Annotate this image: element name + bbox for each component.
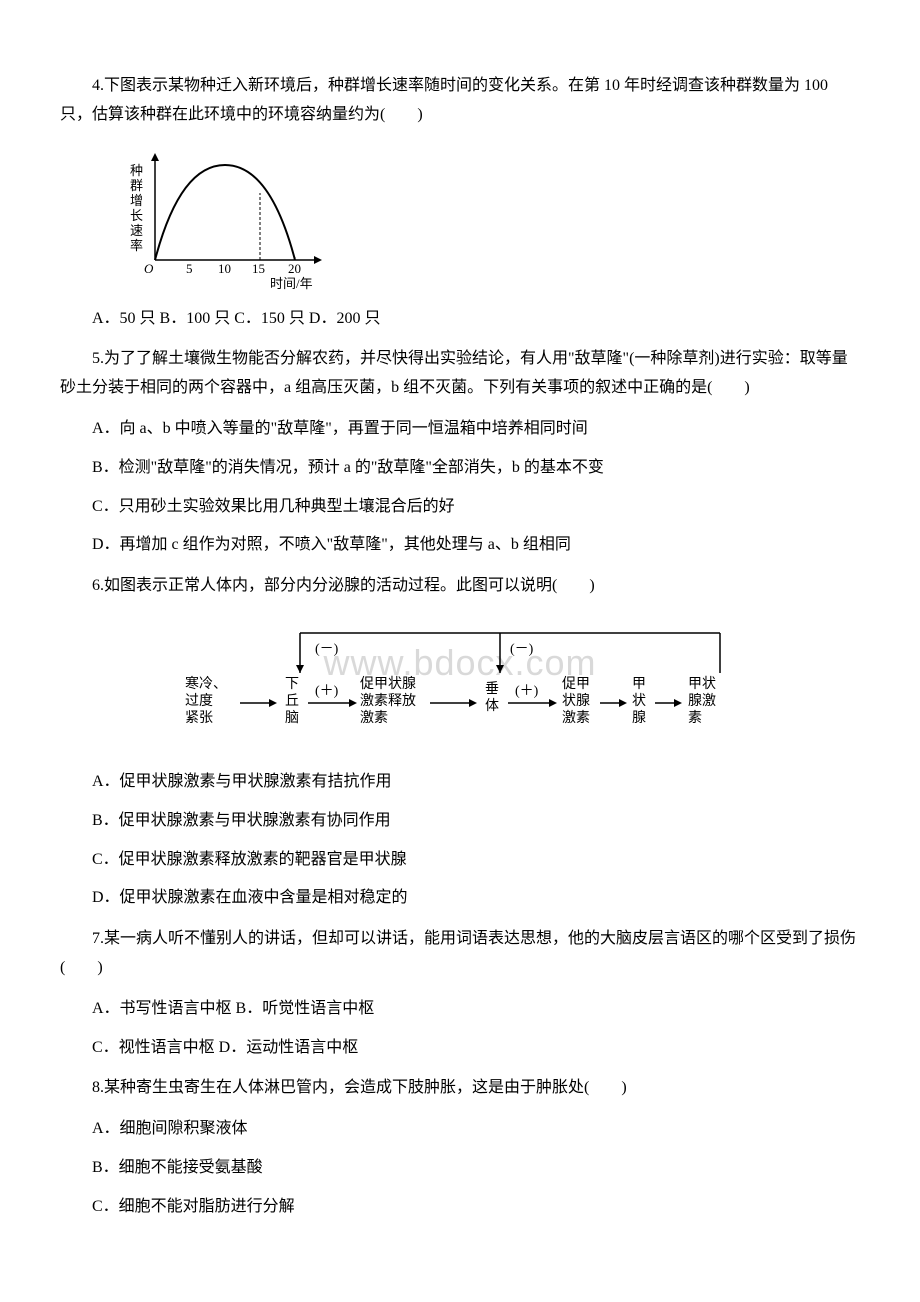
pit-1: 垂	[485, 681, 499, 697]
stim-1: 寒冷、	[185, 675, 227, 692]
y-axis-char3: 增	[130, 193, 143, 208]
x-label: 时间/年	[270, 276, 313, 291]
origin-label: O	[144, 261, 154, 276]
q6-text: 6.如图表示正常人体内，部分内分泌腺的活动过程。此图可以说明( )	[60, 572, 860, 601]
thy-2: 状	[632, 693, 646, 709]
arr-2-head	[349, 699, 357, 707]
q7-cd: C．视性语言中枢 D．运动性语言中枢	[60, 1034, 860, 1063]
tsh-3: 激素	[562, 709, 590, 726]
x-tick-5: 5	[186, 261, 193, 276]
plus-1: (＋)	[315, 684, 339, 699]
q6-d: D．促甲状腺激素在血液中含量是相对稳定的	[60, 884, 860, 913]
plus-2: (＋)	[515, 684, 539, 699]
tsh-1: 促甲	[562, 676, 590, 692]
thy-3: 腺	[632, 710, 646, 726]
arr-4-head	[549, 699, 557, 707]
q5-d: D．再增加 c 组作为对照，不喷入"敌草隆"，其他处理与 a、b 组相同	[60, 531, 860, 560]
hypo-3: 脑	[285, 710, 299, 726]
q5-a: A．向 a、b 中喷入等量的"敌草隆"，再置于同一恒温箱中培养相同时间	[60, 415, 860, 444]
th-3: 素	[688, 710, 702, 726]
th-1: 甲状	[688, 676, 716, 692]
minus-1: (－)	[315, 642, 339, 657]
arr-6-head	[674, 699, 682, 707]
trh-3: 激素	[360, 709, 388, 726]
q8-b: B．细胞不能接受氨基酸	[60, 1154, 860, 1183]
q4-text: 4.下图表示某物种迁入新环境后，种群增长速率随时间的变化关系。在第 10 年时经…	[60, 72, 860, 130]
trh-1: 促甲状腺	[360, 676, 416, 692]
fb-left-arrow	[296, 665, 304, 673]
q6-c: C．促甲状腺激素释放激素的靶器官是甲状腺	[60, 846, 860, 875]
q4-chart: 种 群 增 长 速 率 O 5 10 15 20 时间/年	[120, 145, 340, 295]
thy-1: 甲	[632, 677, 646, 692]
q7-text: 7.某一病人听不懂别人的讲话，但却可以讲话，能用词语表达思想，他的大脑皮层言语区…	[60, 925, 860, 983]
stim-2: 过度	[185, 693, 213, 709]
q5-c: C．只用砂土实验效果比用几种典型土壤混合后的好	[60, 493, 860, 522]
q6-diagram-wrap: www.bdocx.com (－) (－) 寒冷、 过度 紧张 下 丘 脑 (＋…	[160, 613, 760, 753]
q8-c: C．细胞不能对脂肪进行分解	[60, 1193, 860, 1222]
q6-b: B．促甲状腺激素与甲状腺激素有协同作用	[60, 807, 860, 836]
th-2: 腺激	[688, 692, 716, 709]
minus-2: (－)	[510, 642, 534, 657]
x-arrow	[314, 256, 322, 264]
q5-text: 5.为了了解土壤微生物能否分解农药，并尽快得出实验结论，有人用"敌草隆"(一种除…	[60, 345, 860, 403]
hypo-2: 丘	[285, 693, 299, 709]
x-tick-20: 20	[288, 261, 301, 276]
y-axis-char4: 长	[130, 208, 143, 223]
x-tick-15: 15	[252, 261, 265, 276]
y-axis-char1: 种	[130, 163, 143, 178]
q7-ab: A．书写性语言中枢 B．听觉性语言中枢	[60, 995, 860, 1024]
q6-a: A．促甲状腺激素与甲状腺激素有拮抗作用	[60, 768, 860, 797]
fb-mid-arrow	[496, 665, 504, 673]
pit-2: 体	[485, 698, 499, 714]
q5-b: B．检测"敌草隆"的消失情况，预计 a 的"敌草隆"全部消失，b 的基本不变	[60, 454, 860, 483]
y-axis-char6: 率	[130, 238, 143, 253]
arr-3-head	[469, 699, 477, 707]
y-axis-char5: 速	[130, 223, 143, 238]
hypo-1: 下	[285, 677, 299, 692]
x-tick-10: 10	[218, 261, 231, 276]
tsh-2: 状腺	[562, 693, 590, 709]
growth-curve	[155, 165, 295, 260]
y-arrow	[151, 153, 159, 161]
stim-3: 紧张	[185, 710, 213, 726]
q8-text: 8.某种寄生虫寄生在人体淋巴管内，会造成下肢肿胀，这是由于肿胀处( )	[60, 1074, 860, 1103]
y-axis-char2: 群	[130, 178, 143, 193]
q8-a: A．细胞间隙积聚液体	[60, 1115, 860, 1144]
arr-1-head	[269, 699, 277, 707]
q4-options: A．50 只 B．100 只 C．150 只 D．200 只	[60, 305, 860, 334]
arr-5-head	[619, 699, 627, 707]
trh-2: 激素释放	[360, 692, 416, 709]
